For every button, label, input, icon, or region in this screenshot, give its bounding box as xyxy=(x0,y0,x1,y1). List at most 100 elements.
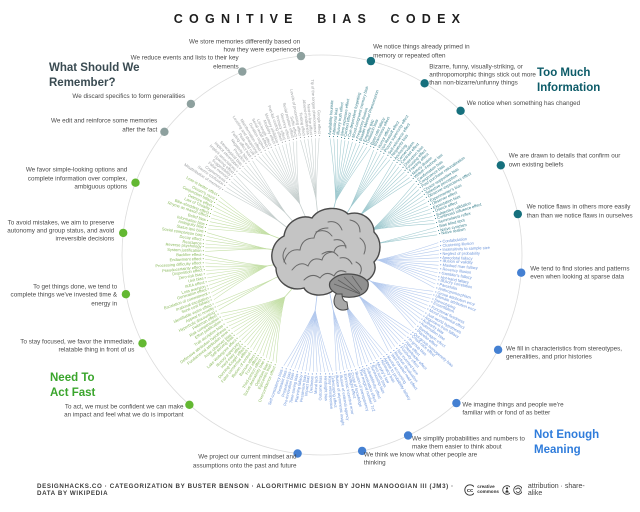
cluster-description: We edit and reinforce some memories afte… xyxy=(51,118,158,134)
fan-line xyxy=(220,296,285,314)
creative-commons-label: creative commons xyxy=(477,484,499,494)
cluster-description: To act, we must be confident we can make… xyxy=(64,403,184,419)
svg-text:cc: cc xyxy=(467,488,473,494)
cluster-description: To avoid mistakes, we aim to preserve au… xyxy=(7,219,115,244)
cluster-description: We notice when something has changed xyxy=(466,100,581,108)
fan-line xyxy=(376,227,436,244)
footer: DESIGNHACKS.CO · CATEGORIZATION BY BUSTE… xyxy=(37,483,588,497)
cluster-description: We tend to find stories and patterns eve… xyxy=(530,265,630,281)
fan-line xyxy=(213,265,268,300)
fan-line xyxy=(315,137,320,200)
fan-line xyxy=(303,139,317,200)
fan-line xyxy=(350,159,391,208)
quadrant-heading-too-much-information: Too Much Information xyxy=(537,67,601,95)
fan-line xyxy=(371,281,414,328)
fan-line xyxy=(376,230,437,244)
brain-gyri-lines xyxy=(282,219,366,281)
footer-credits: DESIGNHACKS.CO · CATEGORIZATION BY BUSTE… xyxy=(37,483,454,497)
fan-line xyxy=(345,305,359,367)
fan-line xyxy=(218,279,272,311)
fan-line xyxy=(350,153,381,208)
fan-line xyxy=(329,138,336,201)
fan-line xyxy=(345,305,377,360)
fan-line xyxy=(350,149,374,208)
cluster-description: We project our current mindset and assum… xyxy=(192,454,297,470)
fan-line xyxy=(301,310,316,371)
cluster-description: We notice things already primed in memor… xyxy=(373,44,470,60)
fan-line xyxy=(226,187,279,221)
attribution-icon xyxy=(502,485,511,495)
fan-line xyxy=(377,259,438,274)
cluster-description: We fill in characteristics from stereoty… xyxy=(506,345,623,361)
fan-line xyxy=(215,279,272,304)
fan-line xyxy=(278,146,300,204)
fan-line xyxy=(238,296,286,338)
cluster-dot xyxy=(186,99,196,109)
fan-line xyxy=(372,209,430,231)
quadrant-heading-need-to-act-fast: Need To Act Fast xyxy=(50,372,96,400)
creative-commons-group: cc creative commons attribution · share-… xyxy=(464,483,588,497)
cluster-description: We favor simple-looking options and comp… xyxy=(25,166,128,191)
fan-line xyxy=(207,232,267,250)
bias-label: Outcome bias xyxy=(317,374,323,454)
fan-line xyxy=(332,309,348,370)
fan-line xyxy=(307,138,317,200)
bias-label: Hindsight bias xyxy=(323,373,329,453)
fan-line xyxy=(371,198,425,231)
fan-line xyxy=(243,167,286,213)
fan-line xyxy=(332,309,337,372)
fan-line xyxy=(359,296,409,334)
cluster-description: We reduce events and lists to their key … xyxy=(130,55,239,71)
license-label: attribution · share-alike xyxy=(527,483,585,497)
cluster-description: We are drawn to details that confirm our… xyxy=(508,153,621,169)
fan-line xyxy=(207,265,268,279)
fan-line xyxy=(371,281,430,303)
fan-line xyxy=(204,255,268,267)
fan-line xyxy=(359,296,399,345)
fan-line xyxy=(233,178,279,221)
cluster-description: Bizarre, funny, visually-striking, or an… xyxy=(429,63,536,87)
cluster-description: We discard specifics to form generalitie… xyxy=(72,92,185,100)
fan-line xyxy=(360,180,413,215)
cluster-description: To get things done, we tend to complete … xyxy=(10,283,118,308)
cluster-description: We think we know what other people are t… xyxy=(363,451,478,467)
fan-line xyxy=(371,281,425,313)
brain-cerebellum-striations xyxy=(333,275,363,295)
fan-line xyxy=(345,305,380,358)
fan-line xyxy=(283,310,316,366)
cluster-description: We imagine things and people we're famil… xyxy=(462,401,564,417)
fan-lines-group xyxy=(204,137,440,373)
brain-cerebellum xyxy=(328,273,369,298)
fan-line xyxy=(241,170,286,213)
cluster-description: We store memories differently based on h… xyxy=(189,38,301,55)
brain-illustration xyxy=(271,207,381,311)
fan-line xyxy=(206,236,267,250)
fan-line xyxy=(359,296,389,352)
fan-line xyxy=(220,197,270,235)
fan-line xyxy=(214,207,270,235)
cc-logo-icon: cc xyxy=(464,484,475,496)
quadrant-heading-what-should-we-remember: What Should We Remember? xyxy=(49,62,140,90)
fan-line xyxy=(360,164,397,215)
rim-circle xyxy=(121,54,523,456)
fan-line xyxy=(296,140,300,204)
fan-line xyxy=(371,281,428,306)
fan-line xyxy=(249,162,286,213)
fan-line xyxy=(345,305,386,354)
fan-line xyxy=(216,279,272,307)
cluster-description: To stay focused, we favor the immediate,… xyxy=(20,338,135,355)
bias-label: Backfire effect xyxy=(123,252,203,258)
fan-line xyxy=(372,223,435,231)
cluster-description: We simplify probabilities and numbers to… xyxy=(412,435,525,451)
fan-line xyxy=(335,148,371,201)
fan-line xyxy=(377,259,435,288)
fan-line xyxy=(345,305,366,364)
fan-line xyxy=(252,160,286,213)
fan-line xyxy=(268,150,300,204)
cluster-description: We notice flaws in others more easily th… xyxy=(526,204,633,220)
fan-line xyxy=(235,175,279,221)
quadrant-heading-not-enough-meaning: Not Enough Meaning xyxy=(534,429,600,457)
fan-line xyxy=(230,181,279,221)
